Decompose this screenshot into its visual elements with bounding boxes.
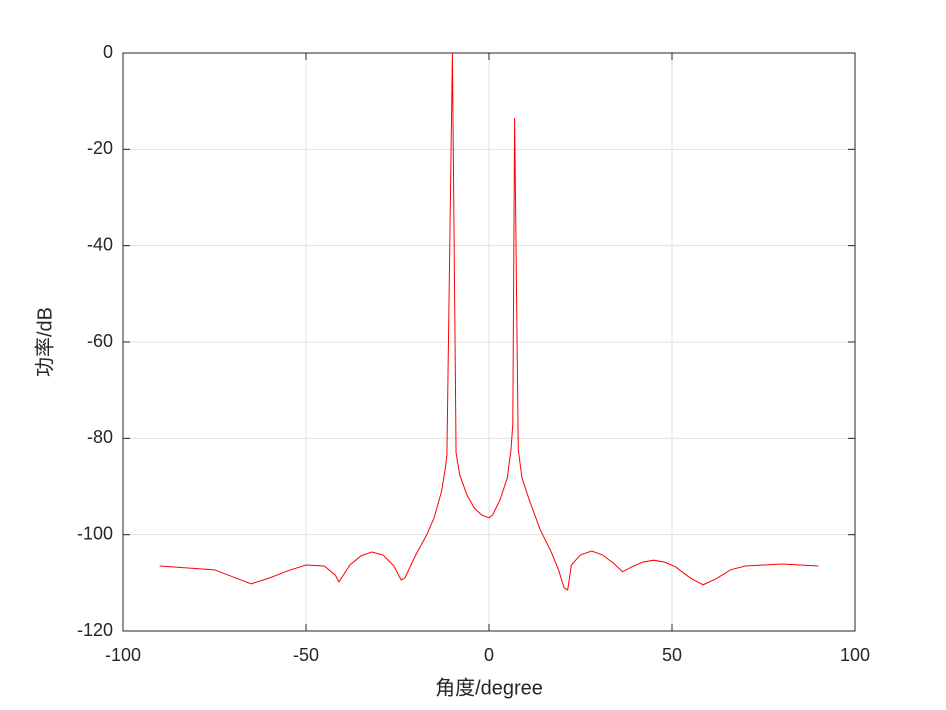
- data-line: [159, 52, 819, 591]
- axes-box: [122, 52, 856, 632]
- x-tick-label: 50: [662, 645, 682, 665]
- x-tick-label: -50: [293, 645, 319, 665]
- x-tick-label: -100: [105, 645, 141, 665]
- x-axis-label: 角度/degree: [435, 676, 543, 699]
- y-axis-label: 功率/dB: [33, 307, 56, 377]
- y-tick-label: -40: [87, 234, 113, 254]
- y-tick-label: 0: [103, 42, 113, 62]
- y-tick-label: -120: [77, 620, 113, 640]
- x-tick-label: 100: [840, 645, 870, 665]
- y-tick-label: -100: [77, 523, 113, 543]
- y-tick-label: -20: [87, 138, 113, 158]
- y-tick-label: -60: [87, 331, 113, 351]
- y-tick-label: -80: [87, 427, 113, 447]
- x-tick-label: 0: [484, 645, 494, 665]
